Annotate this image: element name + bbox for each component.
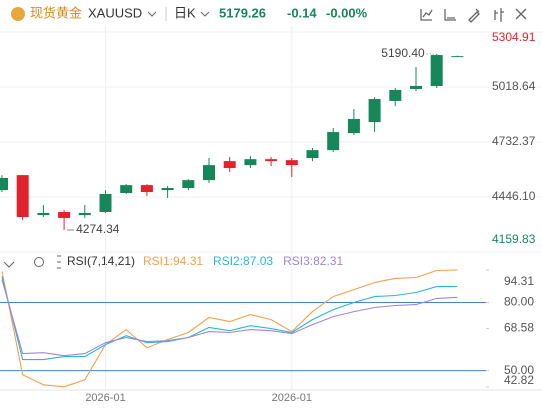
high-annotation: 5190.40 <box>381 46 425 60</box>
candle-body <box>389 90 402 101</box>
candle-body <box>78 212 91 216</box>
x-tick-label: 2026-01 <box>272 392 312 404</box>
y-tick-label: 50.00 <box>504 363 534 377</box>
candle-body <box>203 165 215 181</box>
candle-body <box>430 55 443 86</box>
draw-button[interactable] <box>468 8 480 23</box>
x-tick-label: 2026-01 <box>85 392 125 404</box>
candle-body <box>223 161 236 169</box>
symbol[interactable]: XAUUSD <box>88 5 142 20</box>
candle-body <box>161 187 174 191</box>
y-tick-label: 4732.37 <box>492 134 536 148</box>
candle-body <box>368 99 381 123</box>
rsi-line <box>1 279 458 357</box>
candle-body <box>347 119 360 134</box>
y-tick-label: 68.58 <box>504 321 534 335</box>
legend-entry: RSI1:94.31 <box>143 254 203 268</box>
candle-body <box>327 132 340 151</box>
low-annotation: 4274.34 <box>76 222 120 236</box>
rsi-line <box>1 276 458 361</box>
candle-body <box>306 150 319 159</box>
gold-icon <box>11 7 25 21</box>
rsi-line <box>1 269 458 388</box>
y-tick-label: 42.82 <box>504 373 534 387</box>
dropdown-icon[interactable] <box>147 11 157 17</box>
change: -0.14 <box>287 5 317 20</box>
compare-button[interactable] <box>444 9 456 21</box>
candle-body <box>140 185 153 193</box>
dropdown-icon[interactable] <box>200 11 210 17</box>
candle-body <box>99 193 112 213</box>
change-pct: -0.00% <box>326 5 368 20</box>
y-tick-label: 80.00 <box>504 295 534 309</box>
legend-entry: RSI3:82.31 <box>283 254 343 268</box>
candle-body <box>182 180 195 188</box>
candle-body <box>58 212 71 218</box>
period[interactable]: 日K <box>174 5 196 20</box>
toolbar <box>420 8 527 23</box>
candle-type-button[interactable] <box>494 8 504 22</box>
y-tick-label: 94.31 <box>504 274 534 288</box>
candle-body <box>16 175 29 218</box>
y-tick-label: 5018.64 <box>492 79 536 93</box>
y-tick-label: 4446.10 <box>492 189 536 203</box>
legend-entry: RSI2:87.03 <box>213 254 273 268</box>
settings-icon[interactable] <box>34 257 44 267</box>
fullscreen-button[interactable] <box>515 8 527 20</box>
price: 5179.26 <box>219 5 266 20</box>
instrument-name[interactable]: 现货黄金 <box>30 5 82 20</box>
candle-body <box>37 212 50 216</box>
indicator-title: RSI(7,14,21) <box>67 254 135 268</box>
candle-body <box>285 160 298 166</box>
menu-icon[interactable] <box>57 255 61 269</box>
y-tick-label: 4159.83 <box>492 232 536 246</box>
y-tick-label: 5304.91 <box>492 30 536 44</box>
candle-body <box>410 85 422 90</box>
indicator-button[interactable] <box>420 9 433 21</box>
candle-body <box>0 177 8 191</box>
candle-body <box>265 159 278 162</box>
candle-body <box>244 159 257 166</box>
candle-body <box>120 185 133 193</box>
collapse-icon[interactable] <box>3 261 15 268</box>
candle-body <box>451 56 464 58</box>
